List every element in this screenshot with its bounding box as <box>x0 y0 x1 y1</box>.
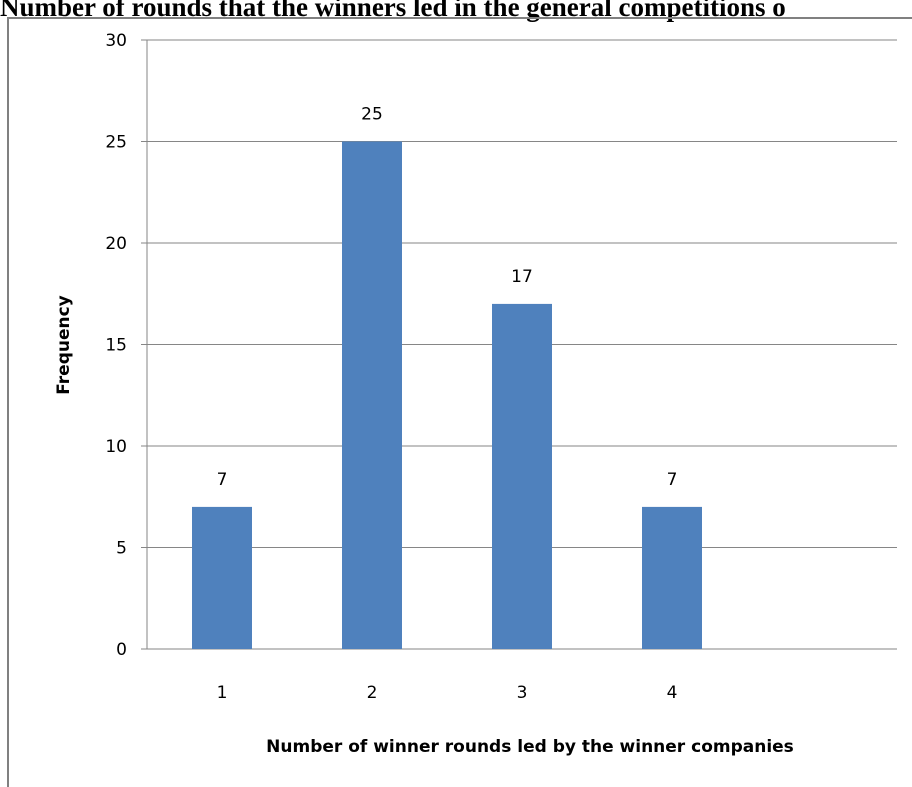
y-tick-label: 5 <box>116 539 127 559</box>
x-tick-label: 3 <box>517 683 528 703</box>
x-tick-labels: 1 2 3 4 <box>217 683 678 703</box>
y-tick-label: 25 <box>105 133 127 153</box>
gridlines <box>141 39 897 650</box>
chart-frame <box>7 17 912 787</box>
data-labels: 7 25 17 7 <box>217 105 678 490</box>
y-tick-label: 10 <box>105 437 127 457</box>
bars <box>192 141 702 649</box>
x-tick-label: 2 <box>367 683 378 703</box>
x-tick-label: 1 <box>217 683 228 703</box>
x-tick-label: 4 <box>667 683 678 703</box>
y-tick-labels: 0 5 10 15 20 25 30 <box>105 31 127 660</box>
x-axis-label: Number of winner rounds led by the winne… <box>266 737 794 757</box>
y-axis-label: Frequency <box>54 295 74 395</box>
data-label: 7 <box>217 470 228 490</box>
chart-title: Number of rounds that the winners led in… <box>0 0 786 22</box>
data-label: 17 <box>511 267 533 287</box>
bar-3 <box>492 303 552 649</box>
y-tick-label: 30 <box>105 31 127 51</box>
bar-2 <box>342 141 402 649</box>
y-tick-label: 15 <box>105 336 127 356</box>
bar-1 <box>192 506 252 649</box>
y-tick-label: 0 <box>116 640 127 660</box>
data-label: 7 <box>667 470 678 490</box>
data-label: 25 <box>361 105 383 125</box>
y-tick-label: 20 <box>105 234 127 254</box>
bar-4 <box>642 506 702 649</box>
